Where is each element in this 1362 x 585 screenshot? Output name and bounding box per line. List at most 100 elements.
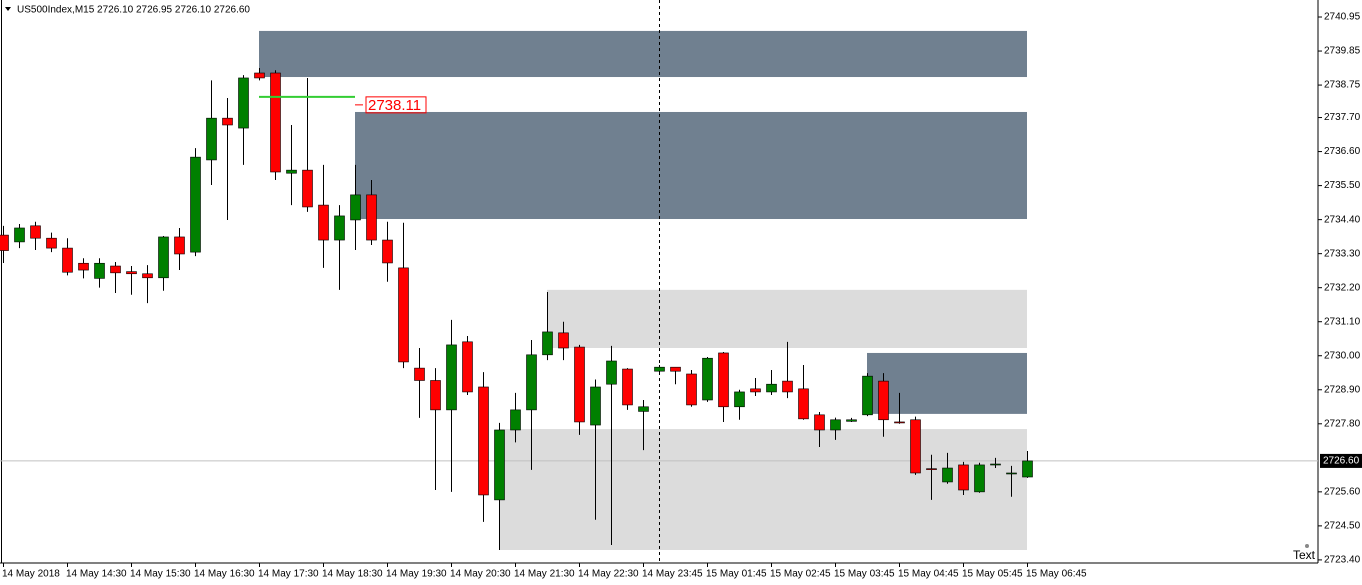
- candle-body: [654, 366, 665, 372]
- x-tick-label: 14 May 20:30: [450, 569, 511, 580]
- y-tick-label: 2734.40: [1324, 214, 1361, 225]
- y-tick-label: 2727.80: [1324, 418, 1361, 429]
- candle-body: [414, 367, 425, 381]
- candle-body: [254, 72, 265, 79]
- candle-body: [734, 391, 745, 408]
- candle-body: [126, 271, 137, 275]
- menu-triangle: [5, 7, 11, 11]
- zone: [259, 30, 1027, 78]
- candle-body: [1022, 460, 1033, 478]
- candle-body: [46, 237, 57, 249]
- candle-body: [574, 346, 585, 423]
- price-marker-box: [365, 96, 427, 114]
- candle-body: [0, 234, 9, 251]
- y-tick-label: 2735.50: [1324, 180, 1361, 191]
- corner-icon: [1305, 544, 1309, 548]
- candle-body: [702, 357, 713, 401]
- candle-body: [510, 409, 521, 431]
- x-tick-label: 14 May 17:30: [258, 569, 319, 580]
- y-tick-label: 2740.95: [1324, 12, 1361, 23]
- candle-body: [606, 360, 617, 385]
- candle-body: [190, 156, 201, 253]
- candle-body: [222, 117, 233, 126]
- candle-body: [926, 468, 937, 470]
- current-price-label: 2726.60: [1323, 456, 1360, 467]
- y-tick-label: 2724.50: [1324, 521, 1361, 532]
- x-tick-label: 14 May 2018: [2, 569, 60, 580]
- candle-body: [846, 419, 857, 422]
- x-tick-label: 14 May 22:30: [578, 569, 639, 580]
- y-tick-label: 2723.40: [1324, 555, 1361, 566]
- candle-body: [30, 225, 41, 239]
- candle-body: [686, 373, 697, 406]
- candle-body: [894, 421, 905, 424]
- y-tick-label: 2736.60: [1324, 146, 1361, 157]
- candle-body: [350, 194, 361, 221]
- x-tick-label: 15 May 01:45: [706, 569, 767, 580]
- candle-body: [334, 215, 345, 241]
- candle-body: [638, 406, 649, 412]
- x-tick-label: 15 May 06:45: [1026, 569, 1087, 580]
- x-tick-label: 14 May 14:30: [66, 569, 127, 580]
- candle-body: [718, 352, 729, 408]
- y-tick-label: 2733.30: [1324, 248, 1361, 259]
- candle-body: [142, 273, 153, 279]
- candle-body: [158, 236, 169, 279]
- candle-body: [62, 247, 73, 273]
- y-tick-label: 2728.90: [1324, 384, 1361, 395]
- candle-body: [558, 332, 569, 349]
- price-marker-label: 2738.11: [368, 97, 421, 114]
- candle-body: [830, 419, 841, 431]
- corner-label: Text: [1293, 548, 1316, 562]
- candle-body: [878, 380, 889, 421]
- candle-body: [542, 331, 553, 356]
- candle-body: [590, 386, 601, 426]
- candle-body: [430, 380, 441, 411]
- candle-body: [462, 341, 473, 393]
- candle-body: [382, 239, 393, 264]
- candle-body: [910, 419, 921, 474]
- x-tick-label: 14 May 18:30: [322, 569, 383, 580]
- zone: [547, 289, 1027, 349]
- zone: [499, 429, 1027, 551]
- candle-body: [526, 354, 537, 411]
- candle-body: [206, 117, 217, 161]
- y-tick-label: 2737.70: [1324, 112, 1361, 123]
- x-tick-label: 15 May 04:45: [898, 569, 959, 580]
- candle-body: [766, 383, 777, 393]
- current-price-box: [1320, 453, 1362, 468]
- candle-body: [318, 204, 329, 241]
- candle-body: [94, 262, 105, 279]
- x-tick-label: 15 May 02:45: [770, 569, 831, 580]
- candle-body: [670, 366, 681, 372]
- candle-body: [958, 464, 969, 491]
- candle-body: [238, 77, 249, 129]
- candle-body: [942, 467, 953, 483]
- candle-body: [398, 267, 409, 363]
- x-tick-label: 15 May 03:45: [834, 569, 895, 580]
- candle-body: [302, 169, 313, 208]
- x-tick-label: 14 May 15:30: [130, 569, 191, 580]
- candle-body: [974, 464, 985, 493]
- candle-body: [78, 262, 89, 271]
- y-tick-label: 2732.20: [1324, 282, 1361, 293]
- y-tick-label: 2738.75: [1324, 80, 1361, 91]
- candle-body: [366, 194, 377, 241]
- x-tick-label: 15 May 05:45: [962, 569, 1023, 580]
- candle-body: [110, 265, 121, 274]
- candle-body: [174, 236, 185, 255]
- candle-body: [270, 72, 281, 173]
- x-tick-label: 14 May 19:30: [386, 569, 447, 580]
- candle-body: [286, 169, 297, 174]
- y-tick-label: 2739.85: [1324, 46, 1361, 57]
- candle-body: [798, 388, 809, 420]
- candle-body: [862, 375, 873, 416]
- zone: [355, 111, 1027, 220]
- candle-body: [750, 388, 761, 393]
- x-tick-label: 14 May 23:45: [642, 569, 703, 580]
- candle-body: [446, 344, 457, 411]
- candle-body: [1006, 472, 1017, 475]
- candle-body: [494, 429, 505, 501]
